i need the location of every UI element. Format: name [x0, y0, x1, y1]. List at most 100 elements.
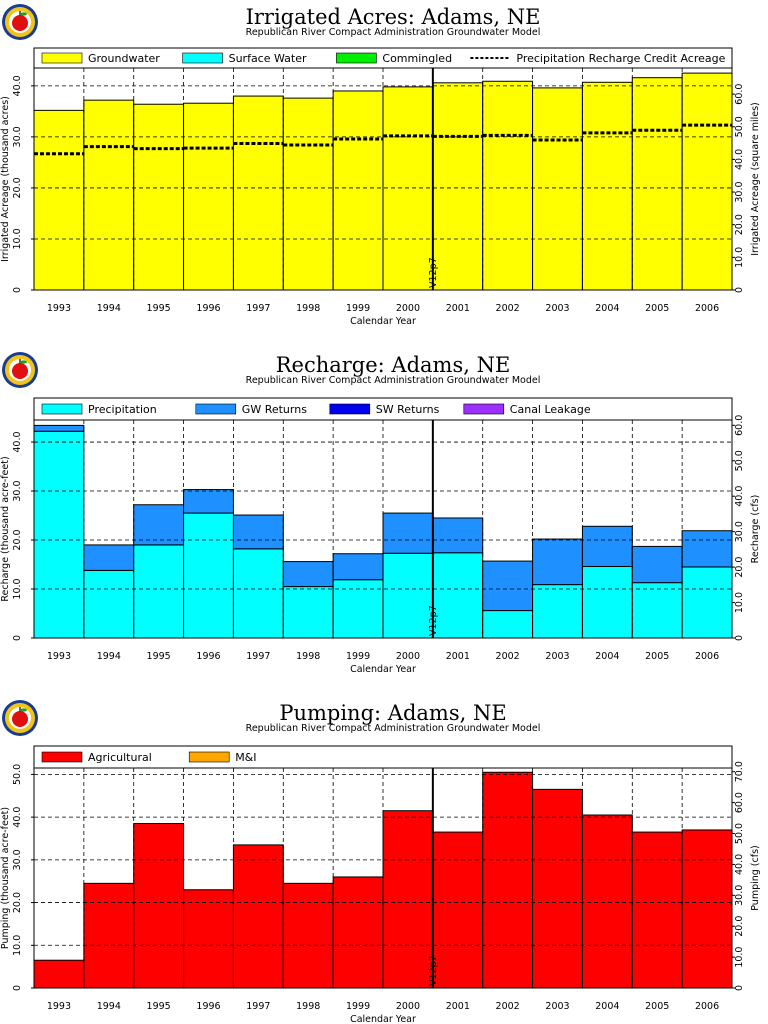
y2tick-label: 10.0 [734, 247, 745, 268]
y2tick-label: 30.0 [734, 181, 745, 202]
bar-gw-returns-2004 [581, 525, 633, 567]
xtick-label-1996: 1996 [196, 651, 220, 662]
ytick-label: 30.0 [12, 126, 23, 147]
bar-groundwater-2001 [432, 82, 484, 291]
xtick-label-2004: 2004 [595, 1001, 619, 1012]
bar-precipitation-2005 [631, 582, 683, 639]
logo-apple-leaf [20, 12, 27, 16]
legend-label-canal-leakage: Canal Leakage [510, 403, 591, 416]
legend-label-groundwater: Groundwater [88, 52, 160, 65]
bar-agricultural-1997 [232, 844, 284, 989]
xtick-label-2004: 2004 [595, 303, 619, 314]
version-label: V12p7 [428, 955, 439, 986]
xtick-label-1993: 1993 [47, 1001, 71, 1012]
y2tick-label: 0 [734, 635, 745, 641]
bar-gw-returns-1999 [332, 553, 384, 581]
legend-label-agricultural: Agricultural [88, 751, 152, 764]
xtick-label-1998: 1998 [296, 651, 320, 662]
ytick-label: 20.0 [12, 529, 23, 550]
xtick-label-2006: 2006 [695, 1001, 719, 1012]
xtick-label-2005: 2005 [645, 651, 669, 662]
legend-swatch-sw-returns [329, 403, 371, 415]
bar-groundwater-1999 [332, 90, 384, 291]
y-axis-title: Irrigated Acreage (thousand acres) [0, 96, 11, 262]
ytick-label: 30.0 [12, 480, 23, 501]
bar-groundwater-1998 [282, 97, 334, 291]
version-label: V12p7 [428, 257, 439, 288]
chart-title: Irrigated Acres: Adams, NE [246, 5, 541, 29]
y2-axis-title: Irrigated Acreage (square miles) [750, 102, 761, 256]
xtick-label-2003: 2003 [545, 651, 569, 662]
xtick-label-2000: 2000 [396, 651, 420, 662]
logo-apple [12, 711, 28, 727]
y2-axis-title: Recharge (cfs) [750, 495, 761, 564]
bar-groundwater-2004 [581, 81, 633, 291]
bar-agricultural-2000 [382, 810, 434, 989]
xtick-label-2005: 2005 [645, 1001, 669, 1012]
legend-swatch-groundwater [41, 52, 83, 64]
rrca-logo [2, 352, 38, 388]
ytick-label: 0 [12, 635, 23, 641]
legend-swatch-agricultural [41, 751, 83, 763]
y2tick-label: 40.0 [734, 486, 745, 507]
ytick-label: 0 [12, 985, 23, 991]
legend-swatch-commingled [336, 52, 377, 64]
bar-agricultural-2006 [681, 829, 733, 989]
y2tick-label: 60.0 [734, 84, 745, 105]
logo-apple-stem [19, 707, 21, 712]
legend-swatch-m-i [188, 751, 230, 763]
bar-gw-returns-2005 [631, 545, 683, 584]
xtick-label-2006: 2006 [695, 303, 719, 314]
bar-precipitation-1994 [83, 569, 135, 639]
chart-title: Recharge: Adams, NE [276, 353, 511, 377]
bar-gw-returns-1993 [33, 424, 85, 432]
bar-gw-returns-2003 [532, 538, 583, 586]
xtick-label-1995: 1995 [147, 1001, 171, 1012]
xtick-label-2002: 2002 [496, 1001, 520, 1012]
version-label: V12p7 [428, 605, 439, 636]
y2tick-label: 60.0 [734, 792, 745, 813]
bar-precipitation-2002 [482, 610, 534, 639]
bar-agricultural-1998 [282, 882, 334, 989]
ytick-label: 50.0 [12, 764, 23, 785]
ytick-label: 20.0 [12, 892, 23, 913]
xtick-label-2002: 2002 [496, 303, 520, 314]
y2tick-label: 0 [734, 287, 745, 293]
y2tick-label: 40.0 [734, 854, 745, 875]
y2tick-label: 10.0 [734, 592, 745, 613]
xtick-label-2003: 2003 [545, 303, 569, 314]
bar-groundwater-2003 [532, 87, 583, 291]
x-axis-title: Calendar Year [350, 1014, 416, 1024]
legend-label-precipitation-recharge-credit-acreage: Precipitation Recharge Credit Acreage [516, 52, 725, 65]
xtick-label-2000: 2000 [396, 1001, 420, 1012]
bar-precipitation-2004 [581, 565, 633, 639]
bar-precipitation-1995 [133, 544, 185, 639]
bar-agricultural-1994 [83, 882, 135, 989]
y2tick-label: 50.0 [734, 823, 745, 844]
y2-axis-title: Pumping (cfs) [750, 845, 761, 911]
logo-apple-leaf [20, 360, 27, 364]
bar-gw-returns-2000 [382, 512, 434, 554]
bar-groundwater-2000 [382, 86, 434, 291]
logo-apple-stem [19, 359, 21, 364]
bar-agricultural-1996 [183, 889, 234, 989]
bar-groundwater-1995 [133, 103, 185, 291]
bar-agricultural-2003 [532, 788, 583, 989]
bar-gw-returns-1997 [232, 514, 284, 550]
bar-agricultural-2004 [581, 814, 633, 989]
xtick-label-2002: 2002 [496, 651, 520, 662]
ytick-label: 40.0 [12, 75, 23, 96]
bar-precipitation-1993 [33, 430, 85, 639]
y2tick-label: 20.0 [734, 214, 745, 235]
xtick-label-1994: 1994 [97, 303, 121, 314]
y2tick-label: 10.0 [734, 947, 745, 968]
y2tick-label: 20.0 [734, 916, 745, 937]
bar-gw-returns-2006 [681, 530, 733, 568]
legend-swatch-surface-water [182, 52, 223, 64]
xtick-label-2005: 2005 [645, 303, 669, 314]
legend-label-precipitation: Precipitation [88, 403, 157, 416]
y2tick-label: 30.0 [734, 521, 745, 542]
y2tick-label: 20.0 [734, 557, 745, 578]
